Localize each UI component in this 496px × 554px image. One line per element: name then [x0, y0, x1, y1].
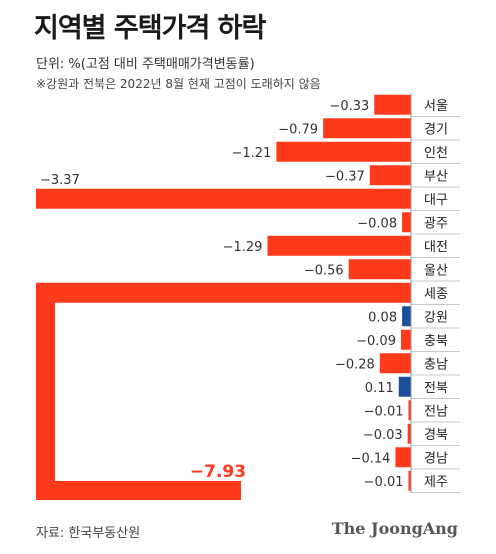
data-label: −0.08: [357, 216, 397, 231]
data-label: −0.01: [364, 404, 404, 419]
category-label: 부산: [424, 169, 448, 184]
category-label: 전남: [424, 404, 448, 419]
data-label: −0.28: [335, 357, 375, 372]
category-label: 경북: [424, 428, 448, 443]
bar: [36, 188, 411, 209]
category-label: 제주: [424, 475, 448, 490]
data-label: −0.09: [356, 334, 396, 349]
category-label: 대전: [424, 240, 448, 255]
data-label: −0.79: [278, 122, 318, 137]
data-label: −0.14: [351, 451, 391, 466]
footnote: ※강원과 전북은 2022년 8월 현재 고점이 도래하지 않음: [36, 77, 321, 91]
bar: [408, 470, 411, 491]
bar: [402, 212, 411, 233]
data-label: 0.08: [368, 310, 397, 325]
category-label: 경기: [424, 122, 448, 137]
bar: [374, 94, 411, 115]
data-label: −0.01: [364, 475, 404, 490]
data-label: −3.37: [40, 173, 80, 188]
bar: [402, 306, 411, 327]
category-label: 울산: [424, 263, 448, 278]
data-label: −1.21: [232, 146, 272, 161]
source-note: 자료: 한국부동산원: [36, 526, 141, 541]
category-label: 서울: [424, 99, 448, 114]
category-label: 충남: [424, 357, 448, 372]
bar: [348, 259, 411, 280]
category-label: 충북: [424, 334, 448, 349]
category-label: 인천: [424, 146, 448, 161]
bar: [395, 447, 411, 468]
category-label: 광주: [424, 216, 448, 231]
category-column: [411, 93, 460, 493]
unit-note: 단위: %(고점 대비 주택매매가격변동률): [36, 57, 255, 72]
bar: [267, 235, 411, 256]
data-label: 0.11: [365, 381, 394, 396]
bar: [398, 376, 411, 397]
bar: [407, 423, 411, 444]
bar: [379, 353, 411, 374]
category-label: 강원: [424, 310, 448, 325]
brand-logo: The JoongAng: [331, 519, 458, 538]
data-label: −7.93: [190, 462, 246, 482]
bar: [323, 118, 411, 139]
category-label: 경남: [424, 451, 448, 466]
bar: [369, 165, 411, 186]
data-label: −0.37: [325, 169, 365, 184]
category-label: 대구: [424, 193, 448, 208]
chart-title: 지역별 주택가격 하락: [34, 13, 266, 44]
bar: [276, 141, 411, 162]
data-label: −0.33: [329, 99, 369, 114]
data-label: −0.56: [304, 263, 344, 278]
category-label: 전북: [424, 381, 448, 396]
bar: [400, 329, 411, 350]
data-label: −1.29: [223, 240, 263, 255]
category-label: 세종: [424, 287, 448, 302]
bar: [408, 400, 411, 421]
data-label: −0.03: [363, 428, 403, 443]
